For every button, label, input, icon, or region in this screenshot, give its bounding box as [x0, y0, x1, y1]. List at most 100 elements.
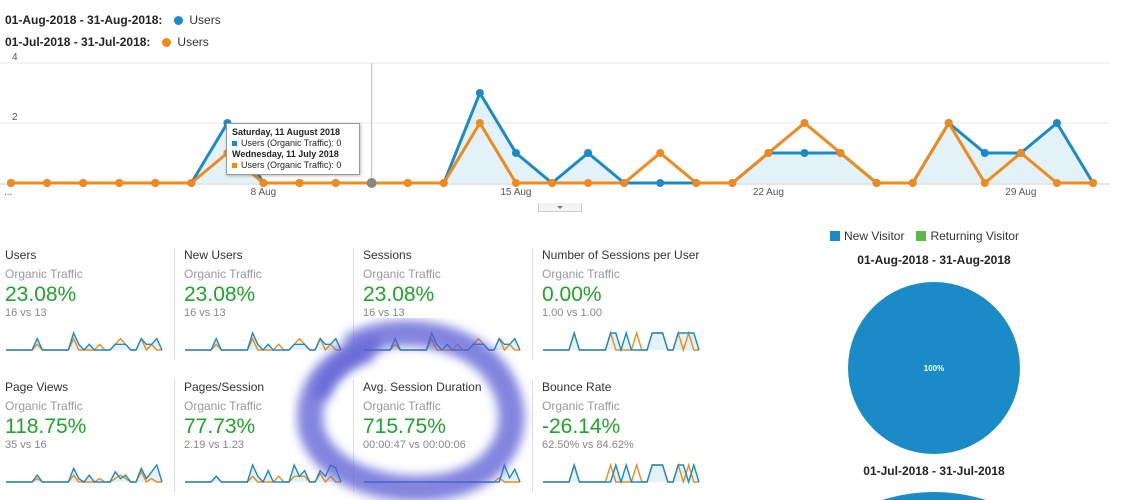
data-point-previous[interactable] [728, 179, 737, 187]
pie-legend-new-visitor-label: New Visitor [844, 229, 905, 243]
metric-sparkline [185, 331, 342, 352]
metric-comparison: 16 vs 13 [5, 307, 47, 319]
data-point-previous[interactable] [151, 179, 160, 187]
data-point-previous[interactable] [403, 179, 412, 187]
tooltip-current-swatch-icon [232, 141, 237, 146]
data-point-current[interactable] [1052, 119, 1061, 127]
data-point-current[interactable] [800, 149, 809, 157]
data-point-previous[interactable] [511, 179, 520, 187]
pie-legend-returning-visitor[interactable]: Returning Visitor [916, 229, 1019, 243]
metric-change: 0.00% [542, 283, 602, 306]
pie-title-previous: 01-Jul-2018 - 31-Jul-2018 [863, 464, 1005, 478]
users-line-chart[interactable]: 4 2... 8 Aug 15 Aug 22 Aug 29 Aug [0, 52, 1132, 204]
sparkline-area [185, 333, 341, 350]
metric-name: Number of Sessions per User [542, 248, 700, 262]
sparkline-current [6, 331, 163, 352]
metric-sparkline [543, 462, 700, 484]
data-point-current[interactable] [980, 149, 989, 157]
x-tick-label: 15 Aug [500, 187, 531, 198]
tooltip-row-current: Users (Organic Traffic): 0 [232, 138, 354, 149]
metric-comparison: 16 vs 13 [363, 307, 405, 319]
metric-change: 23.08% [363, 283, 435, 306]
data-point-previous[interactable] [7, 179, 15, 187]
data-point-previous[interactable] [475, 119, 484, 127]
metric-card[interactable]: Pages/Session Organic Traffic 77.73% 2.19 v… [174, 380, 346, 492]
metric-segment: Organic Traffic [363, 267, 441, 281]
metric-name: Users [5, 248, 37, 262]
data-point-previous[interactable] [1089, 179, 1097, 187]
chevron-down-icon [557, 205, 563, 209]
metric-comparison: 1.00 vs 1.00 [542, 307, 602, 319]
pie-slice-new-visitor[interactable] [848, 282, 1020, 454]
metric-sparkline [364, 462, 521, 483]
x-tick-label: ... [4, 187, 12, 198]
pie-slice-new-visitor-previous[interactable] [882, 492, 986, 500]
pie-title-current: 01-Aug-2018 - 31-Aug-2018 [857, 253, 1011, 267]
metric-comparison: 35 vs 16 [5, 439, 47, 451]
tooltip-date-previous: Wednesday, 11 July 2018 [232, 149, 339, 159]
data-point-previous[interactable] [980, 179, 989, 187]
data-point-previous[interactable] [908, 179, 917, 187]
tooltip-value-previous: Users (Organic Traffic): 0 [241, 160, 342, 170]
data-point-previous[interactable] [692, 179, 701, 187]
metric-change: -26.14% [542, 415, 621, 438]
legend-previous-label: Users [177, 35, 209, 49]
data-point-previous[interactable] [656, 149, 665, 157]
metric-card[interactable]: Sessions Organic Traffic 23.08% 16 vs 13 [353, 248, 525, 360]
data-point-previous[interactable] [548, 179, 556, 187]
data-point-previous[interactable] [584, 179, 593, 187]
metric-sparkline [543, 330, 700, 352]
metric-change: 715.75% [363, 415, 446, 438]
y-tick-label: 4 [12, 52, 18, 63]
metric-card[interactable]: Page Views Organic Traffic 118.75% 35 vs 16 [0, 380, 172, 492]
metric-card[interactable]: Number of Sessions per User Organic Traff… [532, 248, 704, 360]
data-point-previous[interactable] [620, 179, 629, 187]
sparkline-current [543, 330, 700, 352]
data-point-previous[interactable] [1016, 149, 1025, 157]
data-point-previous[interactable] [944, 119, 953, 127]
legend-current: 01-Aug-2018 - 31-Aug-2018: Users [5, 13, 221, 27]
metric-comparison: 16 vs 13 [184, 307, 226, 319]
chart-expand-handle[interactable] [538, 203, 582, 212]
x-tick-label: 22 Aug [753, 187, 784, 198]
data-point-previous[interactable] [79, 179, 88, 187]
metric-segment: Organic Traffic [542, 267, 620, 281]
pie-legend-new-visitor[interactable]: New Visitor [830, 229, 904, 243]
data-point-previous[interactable] [331, 179, 340, 187]
data-point-current[interactable] [511, 149, 520, 157]
data-point-current[interactable] [656, 179, 665, 187]
tooltip-date-current: Saturday, 11 August 2018 [232, 127, 341, 137]
metric-card[interactable]: New Users Organic Traffic 23.08% 16 vs 13 [174, 248, 346, 360]
data-point-hovered[interactable] [366, 178, 377, 188]
pie-chart-current[interactable]: 100% [846, 280, 1022, 456]
data-point-previous[interactable] [872, 179, 881, 187]
data-point-previous[interactable] [800, 119, 809, 127]
metric-segment: Organic Traffic [184, 267, 262, 281]
metric-card[interactable]: Users Organic Traffic 23.08% 16 vs 13 [0, 248, 172, 360]
legend-current-label: Users [189, 13, 221, 27]
legend-current-range: 01-Aug-2018 - 31-Aug-2018: [5, 13, 163, 27]
metric-name: Pages/Session [184, 380, 265, 394]
metric-segment: Organic Traffic [542, 399, 620, 413]
sparkline-area [6, 333, 162, 350]
metric-sparkline [364, 331, 521, 352]
data-point-previous[interactable] [836, 149, 845, 157]
data-point-previous[interactable] [1052, 179, 1061, 187]
data-point-previous[interactable] [439, 179, 448, 187]
metric-card[interactable]: Avg. Session Duration Organic Traffic 715.… [353, 380, 525, 492]
returning-visitor-swatch-icon [916, 231, 927, 241]
data-point-previous[interactable] [115, 179, 124, 187]
data-point-current[interactable] [475, 89, 484, 97]
pie-chart-previous[interactable] [846, 490, 1022, 500]
data-point-previous[interactable] [764, 149, 773, 157]
metric-segment: Organic Traffic [363, 399, 441, 413]
data-point-previous[interactable] [43, 179, 52, 187]
metric-change: 77.73% [184, 415, 256, 438]
data-point-previous[interactable] [295, 179, 304, 187]
metric-card[interactable]: Bounce Rate Organic Traffic -26.14% 62.50% … [532, 380, 704, 492]
data-point-previous[interactable] [259, 179, 268, 187]
pie-legend-returning-visitor-label: Returning Visitor [930, 229, 1019, 243]
legend-previous-range: 01-Jul-2018 - 31-Jul-2018: [5, 35, 151, 49]
data-point-previous[interactable] [187, 179, 196, 187]
data-point-current[interactable] [584, 149, 593, 157]
